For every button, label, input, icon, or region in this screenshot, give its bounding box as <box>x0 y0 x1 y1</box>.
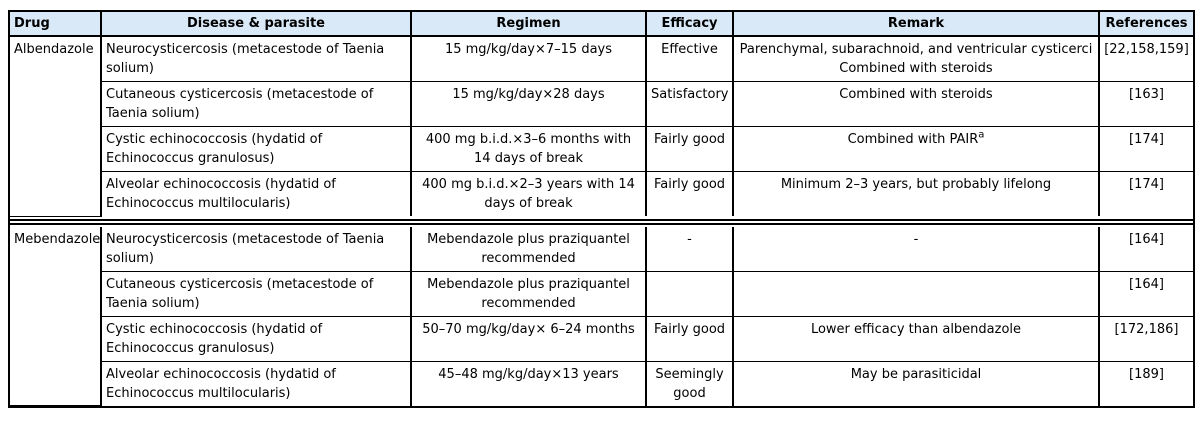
drug-regimen-table: Drug Disease & parasite Regimen Efficacy… <box>8 10 1195 408</box>
section-separator <box>10 216 1193 227</box>
cell-disease: Alveolar echinococcosis (hydatid of Echi… <box>101 171 412 216</box>
cell-disease: Cystic echinococcosis (hydatid of Echino… <box>101 315 412 362</box>
cell-references: [189] <box>1098 360 1193 406</box>
cell-remark: Lower efficacy than albendazole <box>732 315 1100 362</box>
table-row: Mebendazole Neurocysticercosis (metacest… <box>10 226 1193 406</box>
cell-references: [172,186] <box>1098 315 1193 362</box>
cell-disease: Cutaneous cysticercosis (metacestode of … <box>101 270 412 317</box>
cell-references: [22,158,159] <box>1098 36 1193 82</box>
col-header-efficacy: Efficacy <box>645 12 734 37</box>
table-row: Cystic echinococcosis (hydatid of Echino… <box>10 315 1193 362</box>
table-section-albendazole: Drug Disease & parasite Regimen Efficacy… <box>10 12 1193 217</box>
cell-drug: Albendazole <box>10 36 102 217</box>
cell-regimen: 400 mg b.i.d.×3–6 months with 14 days of… <box>410 126 647 172</box>
col-header-remark: Remark <box>732 12 1100 37</box>
cell-efficacy: - <box>645 226 734 272</box>
cell-disease: Cystic echinococcosis (hydatid of Echino… <box>101 126 412 172</box>
cell-regimen: 400 mg b.i.d.×2–3 years with 14 days of … <box>410 171 647 216</box>
cell-remark: May be parasiticidal <box>732 360 1100 406</box>
table-row: Cutaneous cysticercosis (metacestode of … <box>10 270 1193 317</box>
cell-efficacy: Fairly good <box>645 171 734 216</box>
cell-references: [164] <box>1098 270 1193 317</box>
cell-references: [174] <box>1098 126 1193 172</box>
table-row: Albendazole Neurocysticercosis (metacest… <box>10 36 1193 217</box>
cell-efficacy: Fairly good <box>645 315 734 362</box>
double-rule <box>10 218 1193 225</box>
cell-references: [163] <box>1098 81 1193 127</box>
col-header-regimen: Regimen <box>410 12 647 37</box>
cell-remark: Combined with PAIRa <box>732 126 1100 172</box>
cell-regimen: 45–48 mg/kg/day×13 years <box>410 360 647 406</box>
header-row: Drug Disease & parasite Regimen Efficacy… <box>10 12 1193 37</box>
table-row: Alveolar echinococcosis (hydatid of Echi… <box>10 171 1193 216</box>
remark-text: Combined with PAIR <box>847 132 979 147</box>
col-header-drug: Drug <box>10 12 102 37</box>
table-section-mebendazole: Mebendazole Neurocysticercosis (metacest… <box>10 226 1193 406</box>
remark-superscript: a <box>978 129 985 141</box>
cell-references: [174] <box>1098 171 1193 216</box>
cell-efficacy: Satisfactory <box>645 81 734 127</box>
table-row: Alveolar echinococcosis (hydatid of Echi… <box>10 360 1193 406</box>
cell-drug: Mebendazole <box>10 226 102 406</box>
cell-remark: - <box>732 226 1100 272</box>
cell-remark: Minimum 2–3 years, but probably lifelong <box>732 171 1100 216</box>
table-row: Cystic echinococcosis (hydatid of Echino… <box>10 126 1193 172</box>
col-header-disease-parasite: Disease & parasite <box>100 12 412 37</box>
cell-remark <box>732 270 1100 317</box>
cell-efficacy: Fairly good <box>645 126 734 172</box>
cell-disease: Alveolar echinococcosis (hydatid of Echi… <box>101 360 412 406</box>
cell-regimen: 15 mg/kg/day×7–15 days <box>410 36 647 82</box>
cell-disease: Neurocysticercosis (metacestode of Taeni… <box>100 226 412 272</box>
cell-remark: Parenchymal, subarachnoid, and ventricul… <box>732 36 1100 82</box>
cell-regimen: Mebendazole plus praziquantel recommende… <box>410 270 647 317</box>
cell-efficacy: Seemingly good <box>645 360 734 406</box>
table-row: Cutaneous cysticercosis (metacestode of … <box>10 81 1193 127</box>
cell-efficacy <box>645 270 734 317</box>
col-header-references: References <box>1098 12 1193 37</box>
cell-regimen: 50–70 mg/kg/day× 6–24 months <box>410 315 647 362</box>
cell-disease: Cutaneous cysticercosis (metacestode of … <box>101 81 412 127</box>
cell-references: [164] <box>1098 226 1193 272</box>
cell-remark: Combined with steroids <box>732 81 1100 127</box>
cell-regimen: 15 mg/kg/day×28 days <box>410 81 647 127</box>
cell-regimen: Mebendazole plus praziquantel recommende… <box>410 226 647 272</box>
cell-disease: Neurocysticercosis (metacestode of Taeni… <box>100 36 412 82</box>
cell-efficacy: Effective <box>645 36 734 82</box>
